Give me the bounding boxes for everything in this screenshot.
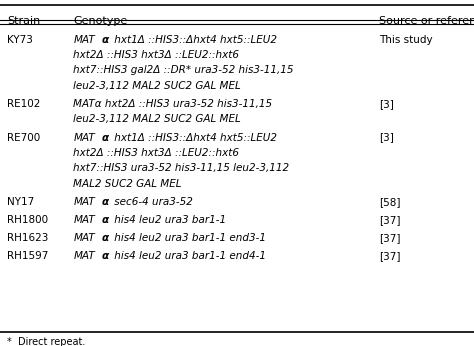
Text: hxt7::HIS3 ura3-52 his3-11,15 leu2-3,112: hxt7::HIS3 ura3-52 his3-11,15 leu2-3,112: [73, 163, 290, 173]
Text: α: α: [101, 215, 109, 225]
Text: his4 leu2 ura3 bar1-1: his4 leu2 ura3 bar1-1: [111, 215, 226, 225]
Text: Genotype: Genotype: [73, 16, 128, 26]
Text: MAL2 SUC2 GAL MEL: MAL2 SUC2 GAL MEL: [73, 179, 182, 189]
Text: RH1800: RH1800: [7, 215, 48, 225]
Text: α: α: [101, 251, 109, 261]
Text: This study: This study: [379, 35, 433, 45]
Text: α: α: [101, 233, 109, 243]
Text: MAT: MAT: [73, 35, 95, 45]
Text: RH1623: RH1623: [7, 233, 48, 243]
Text: *  Direct repeat.: * Direct repeat.: [7, 337, 85, 346]
Text: MAT: MAT: [73, 251, 95, 261]
Text: KY73: KY73: [7, 35, 33, 45]
Text: NY17: NY17: [7, 197, 34, 207]
Text: MATα hxt2Δ ::HIS3 ura3-52 his3-11,15: MATα hxt2Δ ::HIS3 ura3-52 his3-11,15: [73, 99, 273, 109]
Text: [3]: [3]: [379, 133, 394, 143]
Text: his4 leu2 ura3 bar1-1 end3-1: his4 leu2 ura3 bar1-1 end3-1: [111, 233, 266, 243]
Text: Strain: Strain: [7, 16, 40, 26]
Text: Source or reference: Source or reference: [379, 16, 474, 26]
Text: leu2-3,112 MAL2 SUC2 GAL MEL: leu2-3,112 MAL2 SUC2 GAL MEL: [73, 81, 241, 91]
Text: [37]: [37]: [379, 215, 401, 225]
Text: hxt2Δ ::HIS3 hxt3Δ ::LEU2::hxt6: hxt2Δ ::HIS3 hxt3Δ ::LEU2::hxt6: [73, 148, 239, 158]
Text: [58]: [58]: [379, 197, 401, 207]
Text: [3]: [3]: [379, 99, 394, 109]
Text: sec6-4 ura3-52: sec6-4 ura3-52: [111, 197, 192, 207]
Text: MAT: MAT: [73, 197, 95, 207]
Text: RE102: RE102: [7, 99, 40, 109]
Text: MAT: MAT: [73, 133, 95, 143]
Text: MAT: MAT: [73, 233, 95, 243]
Text: RE700: RE700: [7, 133, 40, 143]
Text: [37]: [37]: [379, 233, 401, 243]
Text: hxt2Δ ::HIS3 hxt3Δ ::LEU2::hxt6: hxt2Δ ::HIS3 hxt3Δ ::LEU2::hxt6: [73, 50, 239, 60]
Text: α: α: [101, 133, 109, 143]
Text: hxt7::HIS3 gal2Δ ::DR* ura3-52 his3-11,15: hxt7::HIS3 gal2Δ ::DR* ura3-52 his3-11,1…: [73, 65, 294, 75]
Text: hxt1Δ ::HIS3::Δhxt4 hxt5::LEU2: hxt1Δ ::HIS3::Δhxt4 hxt5::LEU2: [111, 133, 277, 143]
Text: his4 leu2 ura3 bar1-1 end4-1: his4 leu2 ura3 bar1-1 end4-1: [111, 251, 266, 261]
Text: [37]: [37]: [379, 251, 401, 261]
Text: MAT: MAT: [73, 215, 95, 225]
Text: α: α: [101, 35, 109, 45]
Text: hxt1Δ ::HIS3::Δhxt4 hxt5::LEU2: hxt1Δ ::HIS3::Δhxt4 hxt5::LEU2: [111, 35, 277, 45]
Text: leu2-3,112 MAL2 SUC2 GAL MEL: leu2-3,112 MAL2 SUC2 GAL MEL: [73, 114, 241, 124]
Text: RH1597: RH1597: [7, 251, 48, 261]
Text: α: α: [101, 197, 109, 207]
